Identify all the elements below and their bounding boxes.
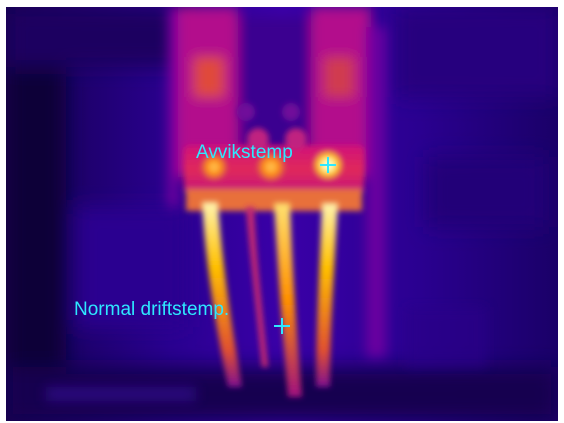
crosshair-icon (274, 318, 290, 334)
thermal-image-canvas (6, 7, 558, 421)
crosshair-icon (320, 157, 336, 173)
thermal-image: Avvikstemp Normal driftstemp. (6, 7, 558, 421)
marker-label-deviation: Avvikstemp (196, 142, 293, 163)
marker-label-normal: Normal driftstemp. (74, 299, 230, 320)
